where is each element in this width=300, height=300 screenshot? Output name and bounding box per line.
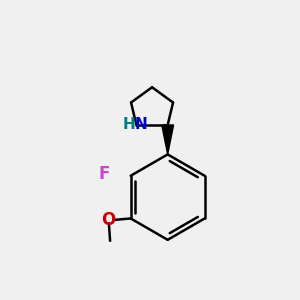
Text: H: H — [122, 118, 135, 133]
Polygon shape — [162, 125, 174, 154]
Text: N: N — [135, 118, 148, 133]
Text: O: O — [101, 211, 116, 229]
Text: F: F — [99, 165, 110, 183]
